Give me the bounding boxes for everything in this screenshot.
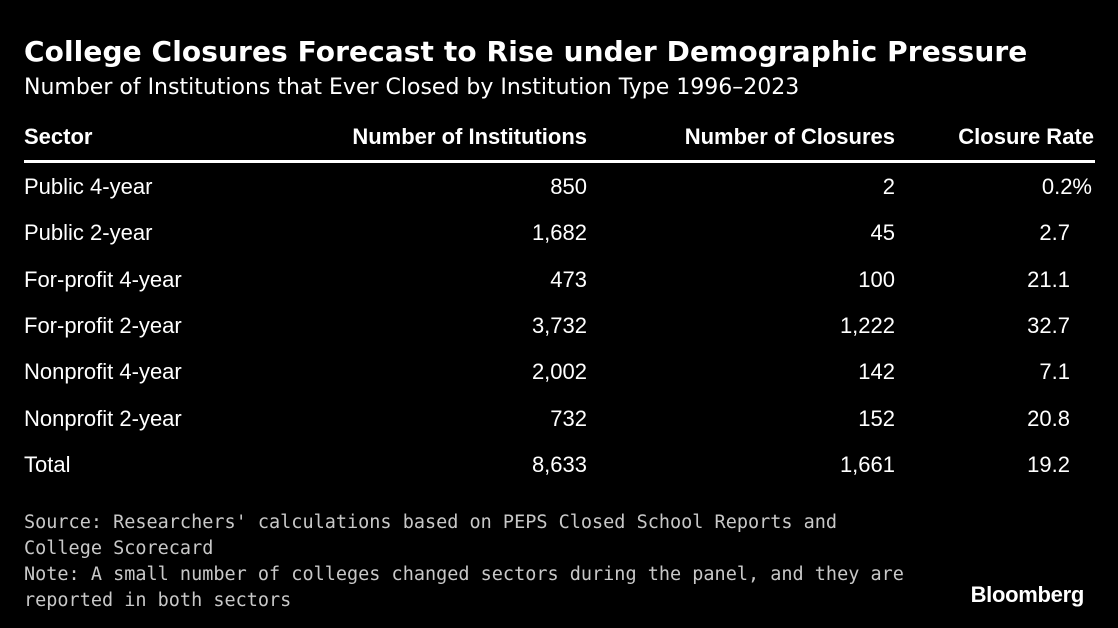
row-closures: 45 (870, 220, 895, 246)
row-closures: 2 (882, 174, 895, 199)
row-institutions: 8,633 (531, 451, 587, 477)
row-sector: Nonprofit 2-year (24, 405, 182, 431)
note-line-2: reported in both sectors (24, 590, 292, 611)
row-sector: Nonprofit 4-year (24, 359, 182, 385)
header-divider (24, 160, 1095, 163)
row-closure-rate: 19.2 (1027, 451, 1070, 477)
footnotes: Source: Researchers' calculations based … (24, 510, 904, 614)
row-sector: For-profit 4-year (24, 266, 182, 292)
table-row: Total 8,633 1,661 19.2 (24, 450, 1094, 480)
row-institutions: 473 (550, 266, 587, 292)
header-sector: Sector (24, 124, 93, 149)
row-closure-rate: 32.7 (1027, 312, 1070, 338)
row-closures: 1,222 (839, 312, 895, 338)
row-sector: For-profit 2-year (24, 312, 182, 338)
table-row: Nonprofit 4-year 2,002 142 7.1 (24, 357, 1094, 387)
row-institutions: 1,682 (531, 220, 587, 246)
source-line-1: Source: Researchers' calculations based … (24, 512, 838, 533)
row-sector: Total (24, 451, 71, 477)
row-closures: 100 (858, 266, 895, 292)
table-row: Public 4-year 850 2 0.2% (24, 172, 1094, 202)
row-institutions: 732 (550, 405, 587, 431)
table-row: Public 2-year 1,682 45 2.7 (24, 218, 1094, 248)
row-institutions: 2,002 (531, 359, 587, 385)
row-closure-rate: 7.1 (1039, 359, 1070, 385)
table-header: Sector Number of Institutions Number of … (24, 122, 1094, 152)
bloomberg-logo: Bloomberg (970, 582, 1085, 607)
row-closure-rate: 2.7 (1039, 220, 1070, 246)
row-closure-rate: 20.8 (1027, 405, 1070, 431)
row-sector: Public 2-year (24, 220, 153, 246)
table-row: For-profit 4-year 473 100 21.1 (24, 265, 1094, 295)
row-sector: Public 4-year (24, 174, 153, 199)
header-closure-rate: Closure Rate (958, 124, 1094, 149)
row-closure-rate: 21.1 (1027, 266, 1070, 292)
chart-subtitle: Number of Institutions that Ever Closed … (24, 75, 800, 100)
row-institutions: 3,732 (531, 312, 587, 338)
chart-title: College Closures Forecast to Rise under … (24, 35, 1028, 68)
header-institutions: Number of Institutions (352, 124, 587, 149)
note-line-1: Note: A small number of colleges changed… (24, 564, 904, 585)
row-closures: 152 (858, 405, 895, 431)
table-row: For-profit 2-year 3,732 1,222 32.7 (24, 311, 1094, 341)
row-closure-rate: 0.2% (1041, 174, 1092, 199)
source-line-2: College Scorecard (24, 538, 214, 559)
table-row: Nonprofit 2-year 732 152 20.8 (24, 404, 1094, 434)
row-institutions: 850 (550, 174, 587, 199)
header-closures: Number of Closures (684, 124, 895, 149)
row-closures: 142 (858, 359, 895, 385)
row-closures: 1,661 (839, 451, 895, 477)
